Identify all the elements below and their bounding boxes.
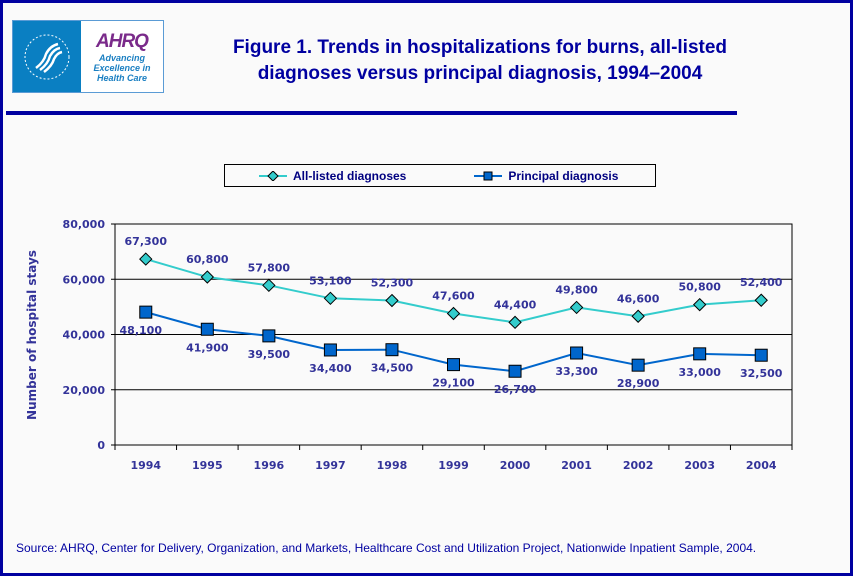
title-line-1: Figure 1. Trends in hospitalizations for… <box>232 37 728 58</box>
data-label: 49,800 <box>555 283 598 296</box>
data-point-square <box>754 348 768 362</box>
legend-item-principal: Principal diagnosis <box>474 169 618 183</box>
data-label: 32,500 <box>740 367 783 380</box>
data-point-diamond <box>631 309 645 323</box>
y-tick-label: 40,000 <box>63 329 106 342</box>
title-divider <box>6 111 737 115</box>
data-label: 50,800 <box>678 281 721 294</box>
x-tick-label: 1997 <box>315 459 346 472</box>
ahrq-tagline-1: Advancing <box>98 52 145 63</box>
data-label: 57,800 <box>248 261 291 274</box>
data-point-square <box>508 364 522 378</box>
y-tick-label: 0 <box>97 439 105 452</box>
data-label: 33,300 <box>555 365 598 378</box>
data-label: 46,600 <box>617 292 660 305</box>
title-line-2: diagnoses versus principal diagnosis, 19… <box>257 63 703 84</box>
x-tick-label: 1994 <box>130 459 161 472</box>
data-point-diamond <box>754 293 768 307</box>
data-point-square <box>570 346 584 360</box>
data-point-diamond <box>139 252 153 266</box>
source-note: Source: AHRQ, Center for Delivery, Organ… <box>16 541 757 555</box>
hhs-eagle-icon <box>13 21 81 92</box>
data-point-diamond <box>385 293 399 308</box>
x-tick-label: 2003 <box>684 459 715 472</box>
ahrq-wordmark: AHRQ <box>96 30 149 52</box>
x-tick-label: 2002 <box>623 459 654 472</box>
chart-legend: All-listed diagnoses Principal diagnosis <box>224 164 656 187</box>
y-axis-label: Number of hospital stays <box>25 250 39 420</box>
data-point-square <box>262 329 276 343</box>
data-label: 26,700 <box>494 383 537 396</box>
x-tick-label: 2000 <box>500 459 531 472</box>
data-label: 39,500 <box>248 348 291 361</box>
data-label: 60,800 <box>186 253 229 266</box>
data-label: 41,900 <box>186 341 229 354</box>
data-point-square <box>447 358 460 372</box>
legend-square-icon <box>474 171 503 180</box>
data-label: 67,300 <box>125 235 168 248</box>
data-label: 47,600 <box>432 290 475 303</box>
ahrq-tagline-3: Health Care <box>96 72 148 83</box>
data-point-diamond <box>323 291 338 306</box>
data-label: 53,100 <box>309 274 352 287</box>
data-point-square <box>631 358 645 372</box>
page-title: Figure 1. Trends in hospitalizations for… <box>180 35 780 87</box>
data-label: 34,500 <box>371 362 414 375</box>
data-point-square <box>323 343 337 357</box>
data-label: 52,300 <box>371 277 414 290</box>
data-label: 44,400 <box>494 298 537 311</box>
y-tick-label: 80,000 <box>63 218 106 231</box>
x-tick-label: 1999 <box>438 459 469 472</box>
legend-item-all-listed: All-listed diagnoses <box>259 169 406 183</box>
ahrq-tagline-2: Excellence in <box>93 62 151 73</box>
data-label: 52,400 <box>740 276 783 289</box>
data-point-square <box>200 322 214 336</box>
data-label: 34,400 <box>309 362 352 375</box>
legend-diamond-icon <box>259 170 287 181</box>
data-point-diamond <box>200 270 215 284</box>
data-point-diamond <box>569 300 584 315</box>
legend-label-all-listed: All-listed diagnoses <box>293 168 407 183</box>
data-label: 33,000 <box>678 366 721 379</box>
legend-label-principal: Principal diagnosis <box>508 168 619 183</box>
data-point-diamond <box>692 297 707 312</box>
ahrq-logo: AHRQ Advancing Excellence in Health Care <box>12 20 164 93</box>
x-tick-label: 1995 <box>192 459 223 472</box>
data-point-diamond <box>262 278 276 293</box>
data-label: 28,900 <box>617 377 660 390</box>
data-point-square <box>693 347 707 361</box>
x-tick-label: 1998 <box>377 459 408 472</box>
x-tick-label: 1996 <box>254 459 285 472</box>
data-point-square <box>385 343 399 357</box>
data-point-square <box>139 305 153 319</box>
x-tick-label: 2004 <box>746 459 777 472</box>
data-label: 29,100 <box>432 377 475 390</box>
data-point-diamond <box>446 306 461 321</box>
y-tick-label: 20,000 <box>63 384 106 397</box>
x-tick-label: 2001 <box>561 459 592 472</box>
data-label: 48,100 <box>120 324 163 337</box>
y-tick-label: 60,000 <box>63 273 106 286</box>
data-point-diamond <box>508 315 522 330</box>
